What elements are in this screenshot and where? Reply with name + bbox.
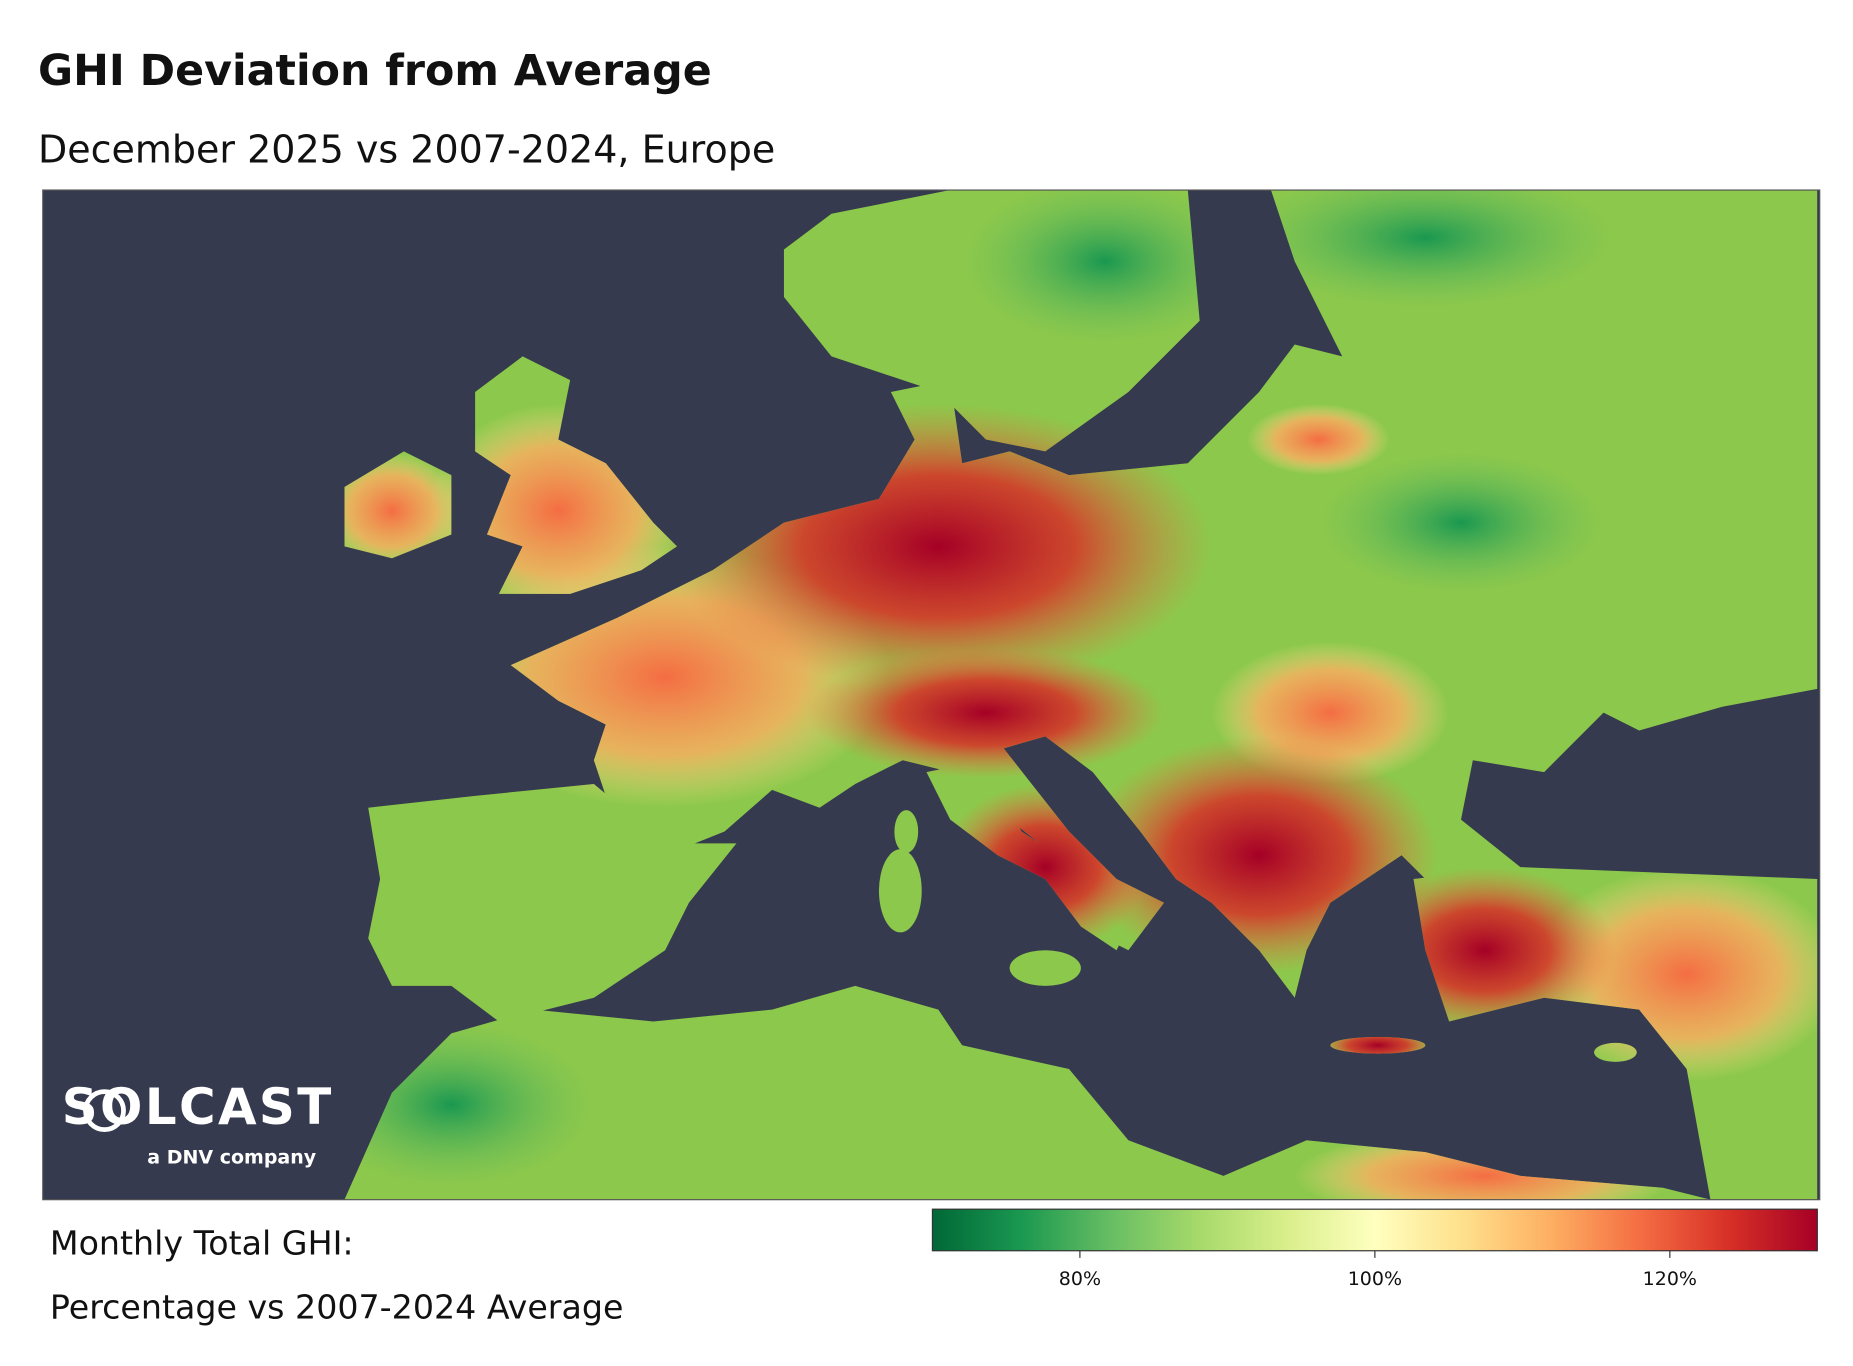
colorbar-tick-label: 80%	[1059, 1268, 1101, 1290]
layout: GHI Deviation from Average December 2025…	[38, 46, 1821, 1326]
map-frame	[42, 189, 1821, 1201]
colorbar: 80% 100% 120%	[931, 1208, 1818, 1290]
logo: SOLCAST	[62, 1078, 334, 1136]
legend-subtitle: Percentage vs 2007-2024 Average	[50, 1287, 624, 1326]
legend-title: Monthly Total GHI:	[50, 1223, 354, 1262]
logo-tagline: a DNV company	[147, 1147, 316, 1169]
title: GHI Deviation from Average	[38, 46, 712, 96]
logo-icon	[83, 1089, 126, 1132]
map: SOLCAST a DNV company	[42, 189, 1821, 1201]
subtitle: December 2025 vs 2007-2024, Europe	[38, 128, 775, 172]
colorbar-scale	[931, 1208, 1818, 1252]
colorbar-tick-label: 120%	[1643, 1268, 1697, 1290]
colorbar-tick-label: 100%	[1348, 1268, 1402, 1290]
